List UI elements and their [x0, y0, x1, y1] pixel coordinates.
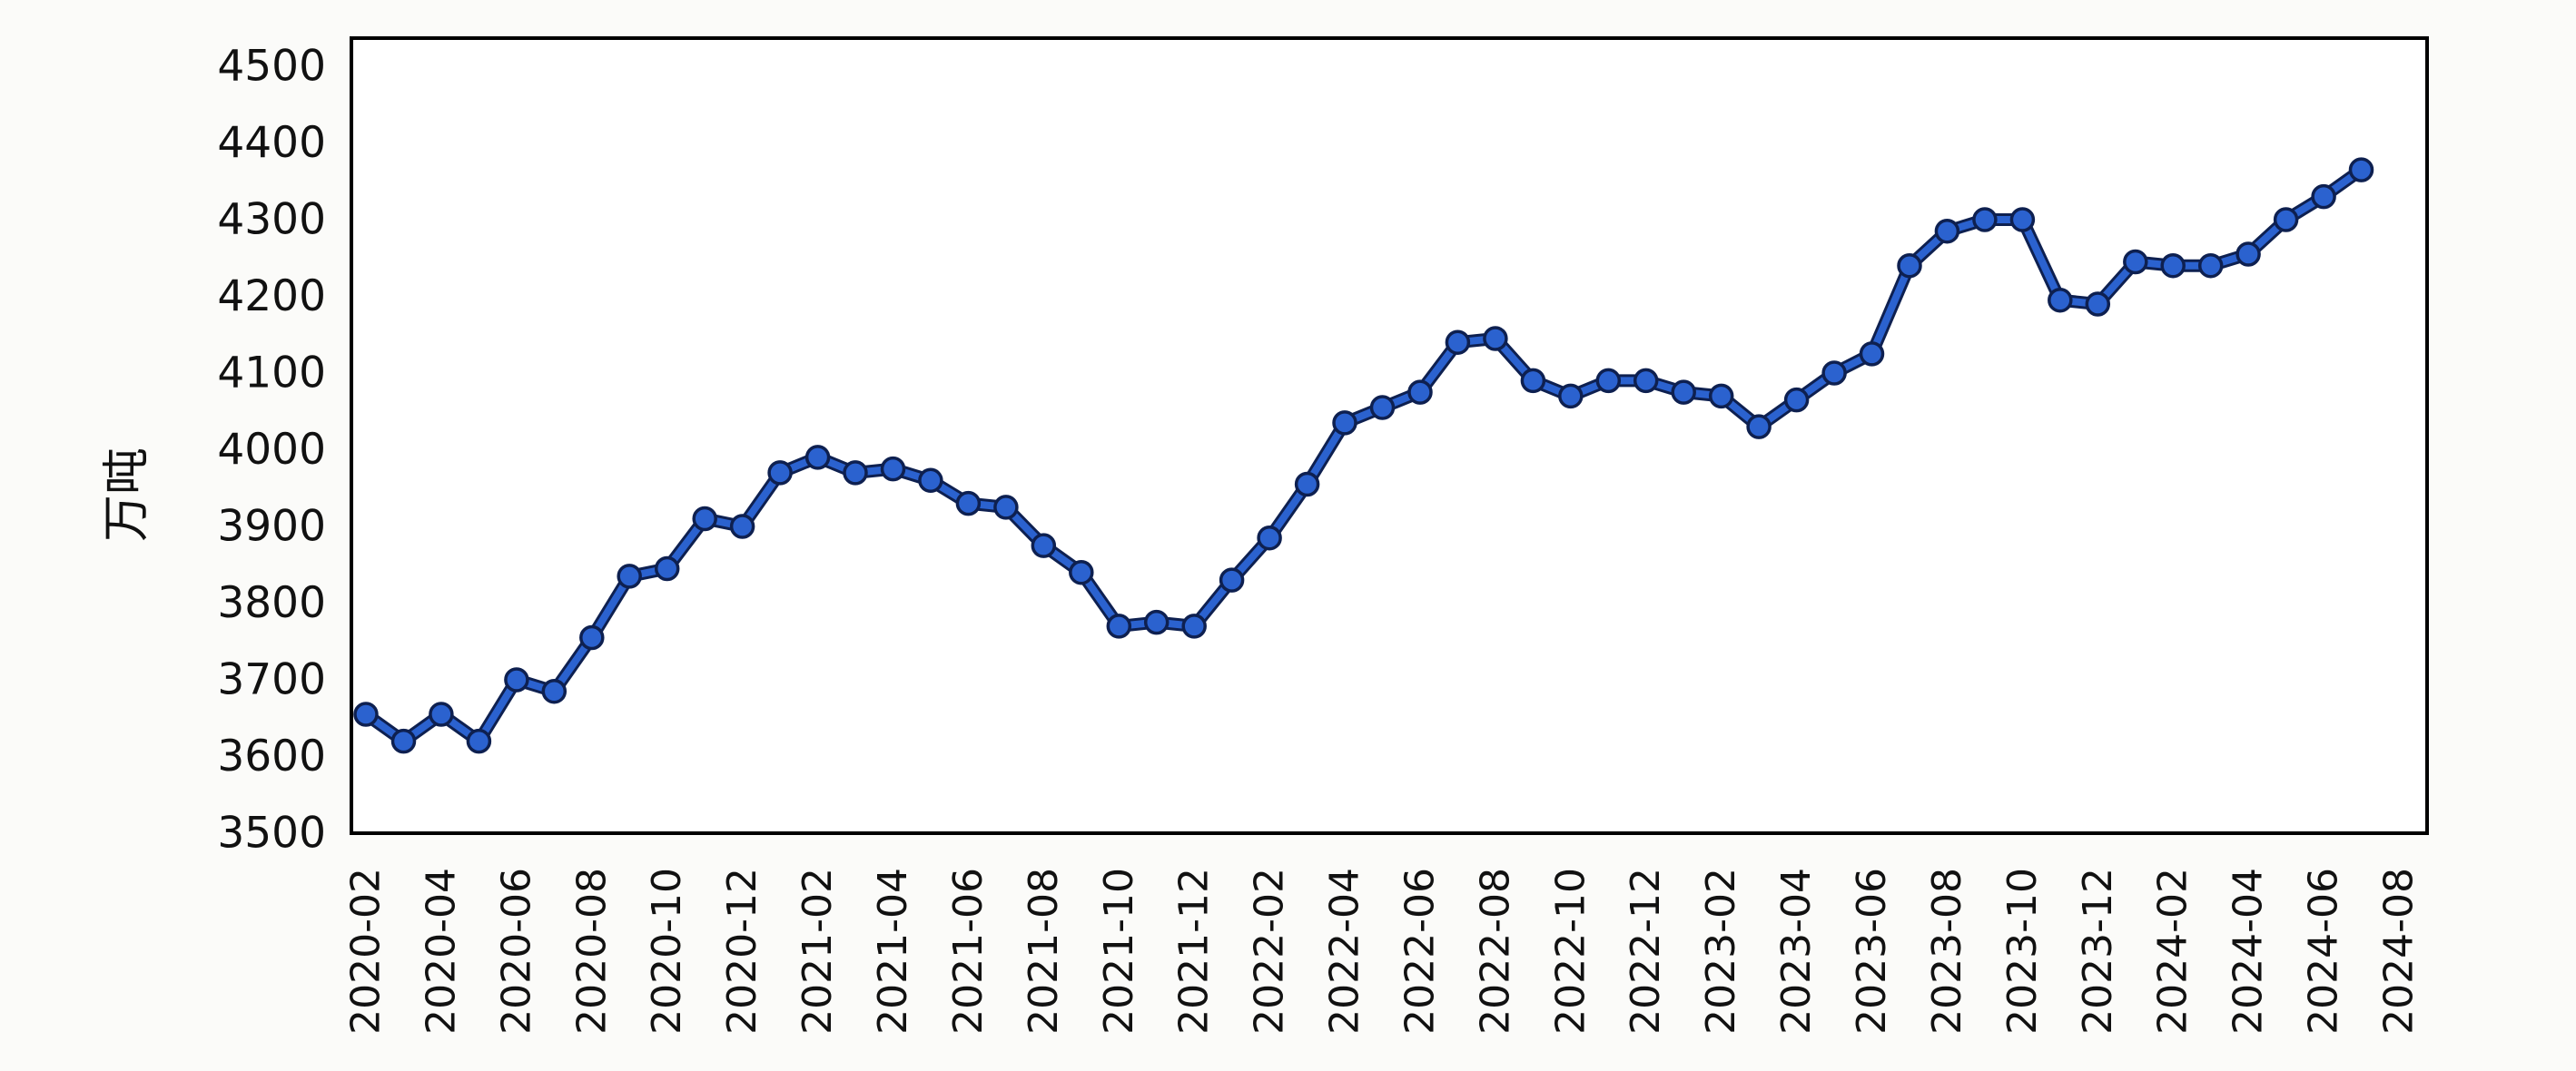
- x-tick-label: 2021-06: [945, 868, 992, 1035]
- y-tick-label: 3500: [217, 809, 326, 859]
- y-axis-title: 万吨: [100, 447, 154, 542]
- y-tick-label: 4400: [217, 118, 326, 168]
- x-tick-label: 2023-02: [1698, 868, 1744, 1035]
- data-point: [2123, 249, 2148, 275]
- data-point: [1143, 609, 1170, 635]
- data-point: [1031, 533, 1057, 558]
- data-point: [504, 667, 529, 693]
- x-tick-label: 2022-10: [1547, 868, 1594, 1035]
- data-point: [1708, 383, 1734, 409]
- x-tick-label: 2021-08: [1021, 868, 1067, 1035]
- data-point: [1859, 341, 1885, 367]
- data-point: [1369, 395, 1396, 420]
- x-tick-label: 2020-10: [644, 868, 690, 1035]
- data-point: [1445, 329, 1471, 355]
- data-point: [2235, 241, 2261, 267]
- x-tick-label: 2024-02: [2150, 868, 2196, 1035]
- data-point: [2273, 207, 2299, 232]
- data-point: [1332, 410, 1357, 436]
- data-point: [617, 564, 642, 589]
- x-tick-label: 2021-04: [870, 868, 916, 1035]
- x-tick-label: 2021-10: [1096, 868, 1142, 1035]
- data-point: [993, 495, 1019, 520]
- data-point: [692, 506, 717, 532]
- data-point: [1520, 368, 1546, 394]
- y-tick-label: 3700: [217, 655, 326, 705]
- data-point: [1897, 252, 1922, 279]
- data-point: [955, 490, 982, 516]
- data-point: [654, 555, 680, 582]
- data-point: [804, 445, 831, 470]
- data-point: [1106, 614, 1132, 639]
- data-point: [1294, 471, 1320, 497]
- data-point: [353, 702, 379, 727]
- y-tick-label: 3800: [217, 578, 326, 628]
- y-tick-label: 4100: [217, 349, 326, 398]
- data-point: [1821, 360, 1847, 386]
- x-tick-label: 2022-08: [1472, 868, 1518, 1035]
- data-point: [1783, 387, 1810, 413]
- data-point: [2160, 252, 2186, 279]
- y-tick-label: 3600: [217, 732, 326, 781]
- data-point: [2085, 291, 2111, 317]
- data-point: [1181, 614, 1207, 639]
- data-point: [1746, 414, 1772, 439]
- x-tick-label: 2023-08: [1924, 868, 1970, 1035]
- x-tick-label: 2023-04: [1773, 868, 1820, 1035]
- x-tick-label: 2023-10: [1999, 868, 2046, 1035]
- x-tick-label: 2023-12: [2075, 868, 2121, 1035]
- plot-background: [351, 38, 2427, 833]
- y-tick-label: 4300: [217, 195, 326, 245]
- x-tick-label: 2024-04: [2226, 868, 2272, 1035]
- data-point: [1671, 379, 1696, 405]
- x-tick-label: 2021-02: [795, 868, 841, 1035]
- x-tick-label: 2021-12: [1171, 868, 1218, 1035]
- x-tick-label: 2022-12: [1623, 868, 1669, 1035]
- plot-border: [350, 36, 2429, 835]
- y-tick-label: 4000: [217, 425, 326, 475]
- data-point: [2348, 157, 2374, 182]
- y-tick-label: 4500: [217, 42, 326, 92]
- x-tick-label: 2020-02: [343, 868, 390, 1035]
- x-tick-label: 2024-08: [2376, 868, 2423, 1035]
- x-tick-label: 2022-06: [1397, 868, 1443, 1035]
- data-point: [579, 624, 605, 651]
- data-point: [918, 467, 943, 494]
- data-point: [1934, 218, 1960, 244]
- x-tick-label: 2020-12: [719, 868, 765, 1035]
- data-point: [429, 702, 454, 727]
- data-point: [1483, 326, 1508, 351]
- y-tick-label: 4200: [217, 271, 326, 321]
- data-point: [2009, 207, 2036, 232]
- data-point: [1558, 383, 1584, 409]
- x-tick-label: 2022-04: [1322, 868, 1368, 1035]
- data-point: [767, 460, 793, 486]
- y-tick-label: 3900: [217, 502, 326, 552]
- x-tick-label: 2022-02: [1247, 868, 1293, 1035]
- data-point: [2197, 252, 2224, 279]
- data-point: [390, 728, 417, 754]
- data-point: [466, 728, 492, 754]
- data-point: [880, 456, 906, 482]
- x-tick-label: 2023-06: [1849, 868, 1895, 1035]
- x-tick-label: 2024-06: [2301, 868, 2347, 1035]
- x-tick-label: 2020-08: [568, 868, 615, 1035]
- data-point: [1595, 368, 1622, 394]
- x-tick-label: 2020-04: [418, 868, 464, 1035]
- data-point: [1257, 525, 1282, 551]
- data-point: [1972, 207, 1998, 232]
- data-point: [1633, 368, 1659, 394]
- x-tick-label: 2020-06: [493, 868, 539, 1035]
- data-point: [2311, 183, 2336, 210]
- data-point: [541, 678, 568, 704]
- data-point: [2048, 287, 2073, 313]
- data-point: [1407, 379, 1433, 405]
- data-point: [1069, 559, 1094, 585]
- data-point: [843, 460, 868, 486]
- data-point: [729, 514, 755, 539]
- data-point: [1219, 567, 1245, 593]
